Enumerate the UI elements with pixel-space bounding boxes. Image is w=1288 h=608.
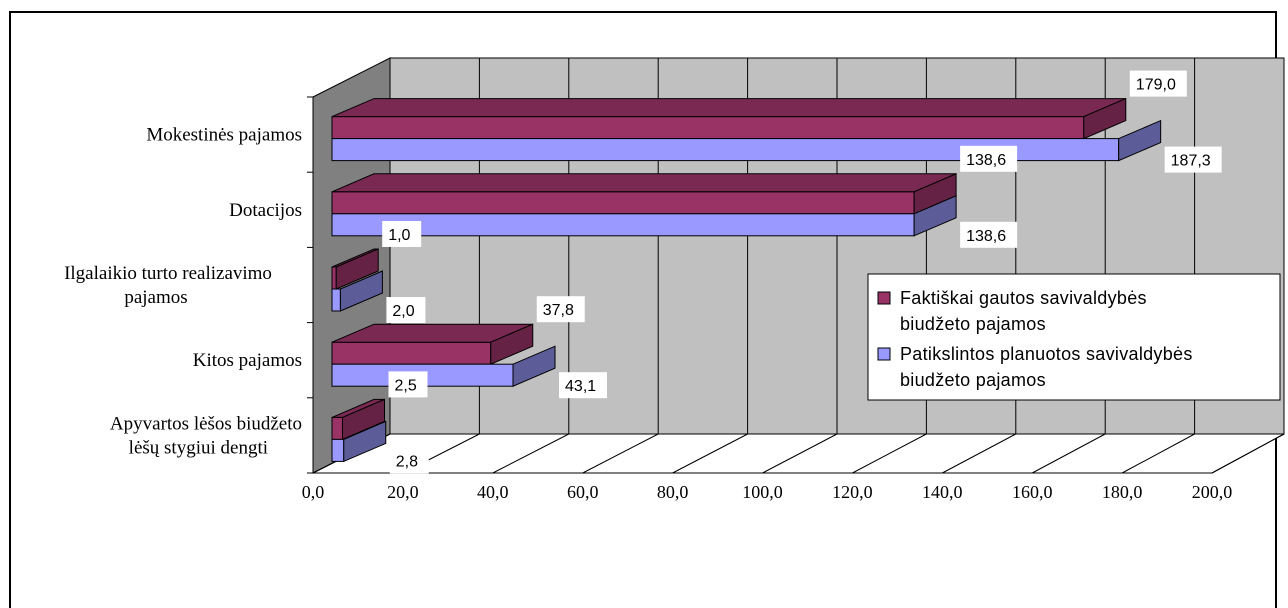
floor-line bbox=[582, 433, 659, 474]
x-tick-label: 180,0 bbox=[1102, 482, 1143, 502]
legend-label: Faktiškai gautos savivaldybės bbox=[900, 288, 1147, 308]
data-label: 2,8 bbox=[396, 453, 418, 470]
bar-side bbox=[512, 345, 556, 387]
data-label-box bbox=[388, 371, 428, 398]
data-label: 37,8 bbox=[543, 302, 574, 319]
legend-swatch bbox=[877, 291, 891, 305]
floor-line bbox=[672, 433, 748, 474]
floor-line bbox=[942, 433, 1017, 474]
x-tick-label: 0,0 bbox=[302, 482, 325, 502]
category-label: Apyvartos lėšos biudžeto bbox=[110, 413, 302, 434]
category-label: Mokestinės pajamos bbox=[146, 125, 302, 146]
bar-top bbox=[331, 173, 957, 193]
category-label: Dotacijos bbox=[229, 200, 302, 221]
legend bbox=[867, 273, 1281, 401]
x-tick-label: 140,0 bbox=[922, 482, 963, 502]
floor-line bbox=[852, 433, 927, 474]
data-label: 138,6 bbox=[966, 152, 1006, 169]
floor-line bbox=[492, 433, 570, 474]
x-tick-label: 20,0 bbox=[387, 482, 419, 502]
data-label-box bbox=[960, 145, 1018, 172]
bar-front[interactable] bbox=[331, 341, 492, 365]
data-label: 187,3 bbox=[1171, 153, 1211, 170]
legend-label: Patikslintos planuotos savivaldybės bbox=[900, 344, 1193, 364]
bar-front[interactable] bbox=[331, 116, 1085, 140]
category-label: Kitos pajamos bbox=[193, 350, 302, 371]
data-label-box bbox=[1164, 146, 1222, 173]
category-label: lėšų stygiui dengti bbox=[129, 437, 268, 458]
x-tick-label: 80,0 bbox=[657, 482, 689, 502]
floor-line bbox=[1211, 433, 1285, 474]
bar-side bbox=[1118, 119, 1162, 162]
data-label: 179,0 bbox=[1136, 77, 1176, 94]
data-label-box bbox=[386, 297, 426, 323]
data-label: 43,1 bbox=[565, 378, 596, 395]
bar-front[interactable] bbox=[331, 266, 337, 290]
bar-front[interactable] bbox=[331, 438, 345, 462]
data-label-box bbox=[389, 447, 429, 474]
bar-front[interactable] bbox=[331, 416, 343, 440]
bar-side bbox=[343, 420, 387, 463]
data-label-box bbox=[536, 296, 585, 323]
floor-line bbox=[1031, 433, 1106, 474]
legend-label: biudžeto pajamos bbox=[900, 370, 1046, 390]
category-label: pajamos bbox=[124, 287, 187, 308]
data-label: 1,0 bbox=[388, 227, 410, 244]
bar-side bbox=[339, 270, 383, 312]
data-label-box bbox=[960, 221, 1018, 248]
floor-line bbox=[762, 433, 838, 474]
x-tick-label: 40,0 bbox=[477, 482, 509, 502]
category-label: Ilgalaikio turto realizavimo bbox=[64, 263, 272, 284]
legend-label: biudžeto pajamos bbox=[900, 314, 1046, 334]
data-label: 138,6 bbox=[966, 228, 1006, 245]
legend-swatch bbox=[877, 347, 891, 361]
data-label-box bbox=[559, 372, 608, 399]
data-label: 2,0 bbox=[392, 303, 414, 320]
x-tick-label: 120,0 bbox=[832, 482, 873, 502]
data-label-box bbox=[382, 221, 422, 247]
floor bbox=[312, 433, 1285, 474]
x-tick-label: 160,0 bbox=[1012, 482, 1053, 502]
x-tick-label: 60,0 bbox=[567, 482, 599, 502]
bar-front[interactable] bbox=[331, 191, 915, 215]
data-label-box bbox=[1129, 70, 1187, 97]
bar-front[interactable] bbox=[331, 288, 341, 312]
bar-side bbox=[490, 323, 534, 365]
bar-side bbox=[1083, 97, 1127, 140]
data-label: 2,5 bbox=[395, 377, 417, 394]
floor-line bbox=[1121, 433, 1195, 474]
x-tick-label: 100,0 bbox=[742, 482, 783, 502]
bar-top bbox=[331, 98, 1126, 118]
x-tick-label: 200,0 bbox=[1192, 482, 1233, 502]
bar-side bbox=[913, 195, 957, 237]
bar-side bbox=[335, 248, 379, 290]
